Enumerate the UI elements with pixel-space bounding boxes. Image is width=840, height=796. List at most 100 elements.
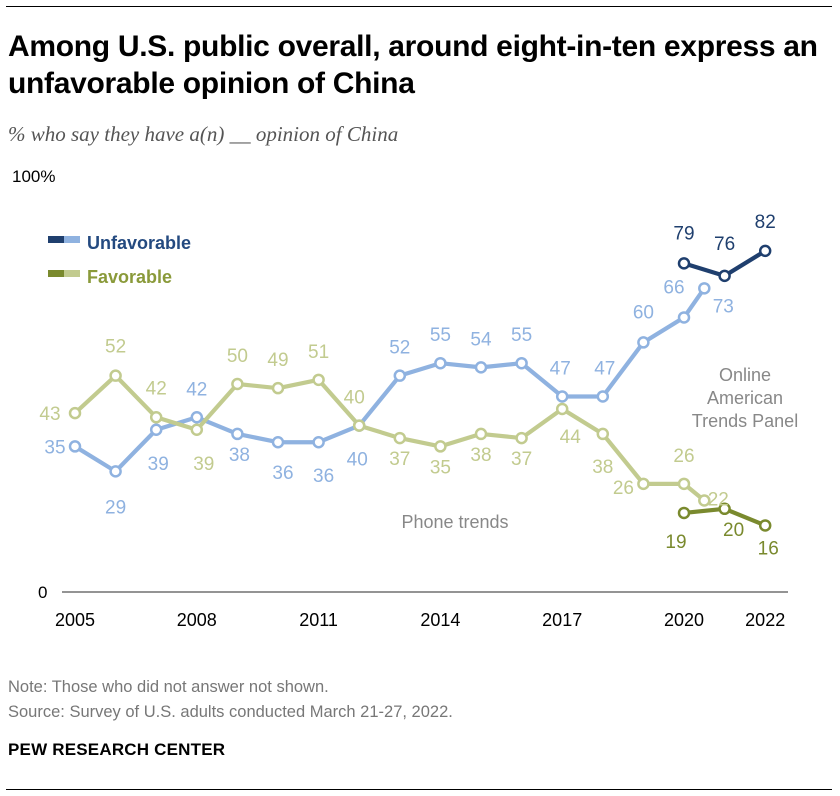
top-rule — [6, 6, 832, 7]
x-tick-label: 2017 — [542, 610, 582, 630]
data-label: 82 — [755, 212, 776, 233]
data-point — [109, 465, 122, 478]
data-label: 36 — [272, 463, 293, 484]
data-label: 39 — [148, 454, 169, 475]
data-label: 47 — [550, 358, 571, 379]
y-tick-label: 100% — [12, 167, 55, 186]
legend: Unfavorable Favorable — [48, 233, 191, 287]
data-point — [393, 431, 407, 445]
data-label: 38 — [592, 457, 613, 478]
y-tick-label: 0 — [38, 583, 47, 602]
x-tick-label: 2020 — [664, 610, 704, 630]
data-label: 52 — [389, 338, 410, 359]
data-point — [393, 369, 407, 382]
data-label: 39 — [193, 454, 214, 475]
data-label: 52 — [105, 337, 126, 358]
data-label: 42 — [186, 379, 207, 400]
legend-swatch — [48, 270, 64, 277]
data-label: 79 — [673, 223, 694, 244]
data-point — [474, 427, 488, 441]
data-point — [271, 435, 285, 449]
data-point — [312, 435, 325, 449]
data-label: 51 — [308, 342, 329, 363]
data-point — [677, 506, 691, 520]
data-point — [434, 440, 447, 453]
data-label: 66 — [663, 277, 684, 298]
x-tick-label: 2011 — [299, 610, 338, 630]
data-label: 38 — [229, 445, 250, 466]
brand-name: PEW RESEARCH CENTER — [8, 740, 226, 759]
annotation-online-panel: Online American Trends Panel — [692, 365, 798, 431]
data-point — [718, 269, 731, 283]
data-label: 49 — [267, 350, 288, 371]
data-label: 37 — [389, 449, 410, 470]
data-point — [231, 427, 244, 441]
data-label: 44 — [560, 427, 582, 448]
data-label: 35 — [44, 437, 65, 458]
data-point — [758, 519, 772, 532]
data-label: 40 — [344, 388, 365, 409]
bottom-rule — [6, 789, 832, 790]
data-labels: 35 29 39 42 38 36 36 40 52 55 54 55 47 47 60 66 73 43 52 42… — [39, 212, 778, 560]
data-label: 38 — [470, 445, 491, 466]
data-point — [68, 440, 82, 453]
data-label: 43 — [39, 404, 60, 425]
chart-note: Note: Those who did not answer not shown… — [8, 678, 329, 696]
data-point — [555, 390, 569, 403]
data-point — [434, 356, 447, 370]
legend-label: Favorable — [87, 267, 172, 287]
x-tick-label: 2014 — [420, 610, 460, 630]
data-label: 26 — [673, 446, 694, 467]
data-point — [555, 402, 569, 416]
data-point — [474, 361, 488, 374]
data-point — [677, 257, 691, 270]
data-point — [149, 411, 163, 424]
x-tick-label: 2005 — [55, 610, 95, 630]
data-point — [352, 419, 366, 432]
annotation-line: American — [707, 388, 783, 408]
annotation-line: Online — [719, 365, 771, 385]
data-point — [637, 336, 650, 349]
data-point — [698, 494, 711, 507]
data-point — [515, 356, 528, 370]
data-point — [231, 377, 244, 391]
data-point — [677, 311, 691, 324]
annotation-phone-trends: Phone trends — [401, 512, 508, 532]
annotations: Phone trends Online American Trends Panel — [401, 365, 798, 532]
data-point — [190, 423, 204, 437]
data-point — [68, 406, 82, 420]
data-point — [271, 381, 285, 395]
x-tick-label: 2008 — [177, 610, 217, 630]
data-label: 47 — [594, 358, 615, 379]
data-label: 55 — [430, 325, 451, 346]
data-label: 19 — [665, 532, 686, 553]
legend-label: Unfavorable — [87, 233, 191, 253]
data-point — [698, 282, 711, 295]
data-point — [515, 431, 528, 445]
data-label: 36 — [313, 466, 334, 487]
data-label: 20 — [723, 520, 744, 541]
data-point — [596, 390, 610, 403]
data-label: 40 — [347, 450, 368, 471]
x-tick-label: 2022 — [745, 610, 785, 630]
chart-subtitle: % who say they have a(n) __ opinion of C… — [8, 122, 399, 146]
data-label: 37 — [511, 449, 532, 470]
data-point — [718, 502, 731, 516]
legend-swatch — [48, 236, 64, 243]
data-label: 60 — [633, 302, 654, 323]
series-lines — [72, 248, 768, 528]
legend-swatch — [64, 236, 80, 243]
data-label: 54 — [470, 329, 492, 350]
series-points — [68, 244, 772, 532]
data-point — [190, 411, 204, 424]
data-label: 50 — [227, 346, 248, 367]
data-point — [677, 477, 691, 491]
data-point — [109, 369, 122, 382]
data-label: 22 — [708, 489, 729, 510]
legend-swatch — [64, 270, 80, 277]
data-point — [149, 423, 163, 437]
data-point — [758, 244, 772, 258]
data-label: 55 — [511, 325, 532, 346]
